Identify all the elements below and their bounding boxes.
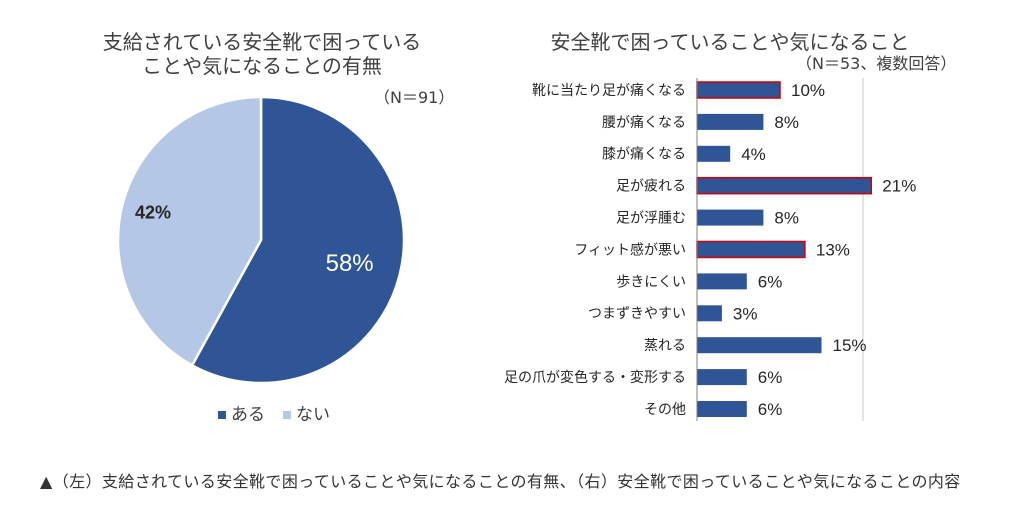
category-label-11: その他 (644, 402, 686, 418)
bar-chart-title: 安全靴で困っていることや気になること (550, 30, 910, 54)
legend-item-nai: ない (283, 404, 330, 426)
pie-chart-title: 支給されている安全靴で困っている ことや気になることの有無 (102, 30, 422, 78)
category-label-5: 足が浮腫む (616, 211, 686, 227)
bar-highlighted-6 (696, 240, 806, 259)
bar-value-label-4: 21% (882, 177, 916, 196)
bar-7 (697, 273, 747, 290)
category-label-4: 足が疲れる (616, 178, 686, 195)
pie-slice-1 (190, 95, 406, 385)
bar-3 (697, 145, 731, 162)
pie-legend: ある ない (218, 404, 348, 426)
bar-value-label-5: 8% (774, 209, 799, 228)
bar-sample-size-note: （N＝53、複数回答） (796, 54, 957, 73)
bar-value-label-11: 6% (758, 400, 783, 419)
bar-value-label-3: 4% (741, 145, 766, 164)
bar-11 (697, 401, 747, 417)
bar-value-label-6: 13% (816, 240, 850, 259)
category-label-1: 靴に当たり足が痛くなる (532, 82, 686, 99)
legend-label-nai: ない (296, 405, 330, 425)
legend-swatch-nai (283, 411, 291, 419)
bar-value-label-10: 6% (758, 368, 783, 387)
bar-value-label-2: 8% (774, 113, 799, 132)
pie-data-label-1: 58% (326, 250, 374, 277)
category-label-6: フィット感が悪い (574, 241, 686, 258)
category-label-10: 足の爪が変色する・変形する (504, 369, 686, 386)
category-label-7: 歩きにくい (616, 274, 686, 290)
bar-value-label-9: 15% (833, 336, 867, 355)
pie-chart-plot: 58% 42% (116, 95, 406, 385)
legend-label-aru: ある (231, 405, 265, 425)
bar-highlighted-1 (696, 81, 781, 99)
bar-9 (697, 337, 822, 354)
pie-data-label-2: 42% (135, 203, 171, 223)
pie-slice-2 (116, 95, 263, 367)
figure-caption: ▲（左）支給されている安全靴で困っていることや気になることの有無、（右）安全靴で… (40, 472, 961, 491)
bar-value-label-8: 3% (733, 304, 758, 323)
bar-value-label-1: 10% (791, 81, 825, 100)
legend-item-aru: ある (218, 404, 265, 426)
bar-highlighted-4 (696, 176, 873, 195)
legend-swatch-aru (218, 411, 226, 419)
category-label-9: 蒸れる (644, 338, 686, 354)
bar-value-label-7: 6% (758, 272, 783, 291)
category-label-3: 膝が痛くなる (602, 146, 686, 163)
pie-sample-size-note: （N＝91） (374, 88, 455, 107)
bar-2 (697, 113, 764, 130)
bar-10 (697, 369, 747, 386)
bar-chart-plot: 靴に当たり足が痛くなる 10% 腰が痛くなる 8% 膝が痛くなる 4% 足が疲れる 21% 足が… (504, 78, 916, 421)
category-label-2: 腰が痛くなる (602, 114, 686, 131)
bar-5 (697, 209, 764, 226)
bar-8 (697, 305, 722, 322)
category-label-8: つまずきやすい (588, 306, 686, 322)
